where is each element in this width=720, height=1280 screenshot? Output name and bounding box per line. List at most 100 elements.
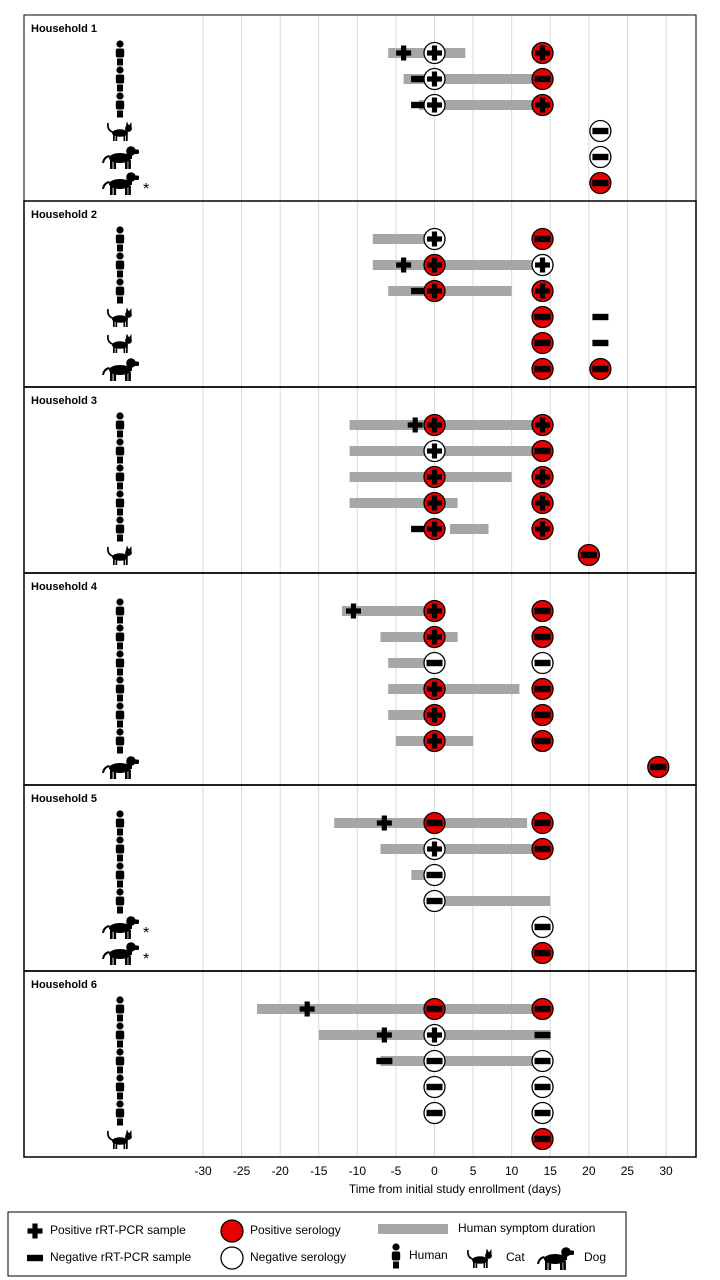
symptom-bar (380, 844, 543, 854)
pcr-marker (427, 97, 442, 113)
pcr-marker (534, 1005, 551, 1013)
legend-symbol (466, 1247, 493, 1269)
pcr-marker (534, 75, 551, 83)
pcr-marker (535, 495, 551, 511)
symptom-bar (380, 632, 458, 642)
x-tick-label: -30 (194, 1164, 212, 1178)
pcr-marker (427, 707, 442, 723)
legend-symbol (391, 1243, 401, 1269)
symptom-bar (349, 420, 543, 430)
pcr-marker (345, 603, 361, 619)
pcr-marker (534, 845, 551, 853)
household-title: Household 1 (31, 23, 97, 35)
note-asterisk: * (143, 925, 149, 942)
symptom-bar (349, 446, 543, 456)
pcr-marker (534, 1109, 551, 1117)
pcr-marker (534, 1031, 551, 1039)
subject-icon (115, 810, 125, 836)
subject-icon (102, 357, 140, 382)
pcr-marker (535, 257, 551, 273)
subject-icon (102, 755, 140, 780)
pcr-marker (376, 815, 392, 831)
subject-icon (115, 702, 125, 728)
x-tick-label: 20 (582, 1164, 596, 1178)
pcr-marker (426, 1083, 443, 1091)
pcr-marker (534, 1057, 551, 1065)
pcr-marker (426, 659, 443, 667)
x-tick-label: 10 (505, 1164, 519, 1178)
legend-symbol (378, 1224, 448, 1234)
pcr-marker (535, 521, 551, 537)
pcr-marker (376, 1057, 393, 1065)
household-panel (23, 14, 697, 202)
subject-icon (115, 278, 125, 304)
legend-label: Dog (584, 1250, 606, 1264)
pcr-marker (407, 417, 423, 433)
pcr-marker (534, 819, 551, 827)
household-title: Household 5 (31, 793, 97, 805)
pcr-marker (427, 681, 442, 697)
pcr-marker (534, 365, 551, 373)
symptom-bar (388, 710, 435, 720)
symptom-bar (403, 74, 543, 84)
pcr-marker (534, 235, 551, 243)
symptom-bar (419, 100, 543, 110)
subject-icon (115, 1048, 125, 1074)
subject-icon (115, 676, 125, 702)
pcr-marker (411, 75, 428, 83)
pcr-marker (534, 711, 551, 719)
pcr-marker (426, 1057, 443, 1065)
subject-icon (106, 306, 133, 328)
pcr-marker (427, 495, 442, 511)
legend-symbol (537, 1246, 575, 1271)
pcr-marker (411, 287, 428, 295)
pcr-marker (426, 1005, 443, 1013)
pcr-marker (592, 365, 609, 373)
subject-icon (115, 252, 125, 278)
pcr-marker (534, 607, 551, 615)
pcr-marker (427, 443, 442, 459)
symptom-bar (349, 498, 458, 508)
pcr-marker (534, 659, 551, 667)
pcr-marker (396, 45, 412, 61)
pcr-marker (592, 339, 609, 347)
pcr-marker (427, 71, 442, 87)
subject-icon (106, 1128, 133, 1150)
symptom-bar (257, 1004, 543, 1014)
subject-icon (115, 40, 125, 66)
pcr-marker (427, 1027, 442, 1043)
household-panel (23, 200, 697, 388)
subject-icon (106, 332, 133, 354)
symptom-bar (411, 870, 435, 880)
pcr-marker (534, 737, 551, 745)
subject-icon (115, 862, 125, 888)
x-tick-label: 0 (431, 1164, 438, 1178)
pcr-marker (534, 685, 551, 693)
pcr-marker (592, 153, 609, 161)
pcr-marker (535, 283, 551, 299)
symptom-bar (380, 1056, 543, 1066)
subject-icon (115, 728, 125, 754)
symptom-bar (434, 896, 551, 906)
subject-icon (115, 412, 125, 438)
x-tick-label: 25 (621, 1164, 635, 1178)
subject-icon (115, 92, 125, 118)
subject-icon (102, 145, 140, 170)
symptom-bar (449, 524, 489, 534)
subject-icon (115, 464, 125, 490)
pcr-marker (427, 231, 442, 247)
symptom-bar (372, 234, 435, 244)
pcr-marker (427, 521, 442, 537)
legend-label: Negative serology (250, 1250, 346, 1264)
pcr-marker (592, 313, 609, 321)
pcr-marker (592, 179, 609, 187)
pcr-marker (534, 447, 551, 455)
note-asterisk: * (143, 181, 149, 198)
x-tick-label: 5 (470, 1164, 477, 1178)
pcr-marker (535, 469, 551, 485)
pcr-marker (534, 1083, 551, 1091)
x-tick-label: 15 (544, 1164, 558, 1178)
legend-label: Positive rRT-PCR sample (50, 1223, 186, 1237)
subject-icon (115, 1074, 125, 1100)
